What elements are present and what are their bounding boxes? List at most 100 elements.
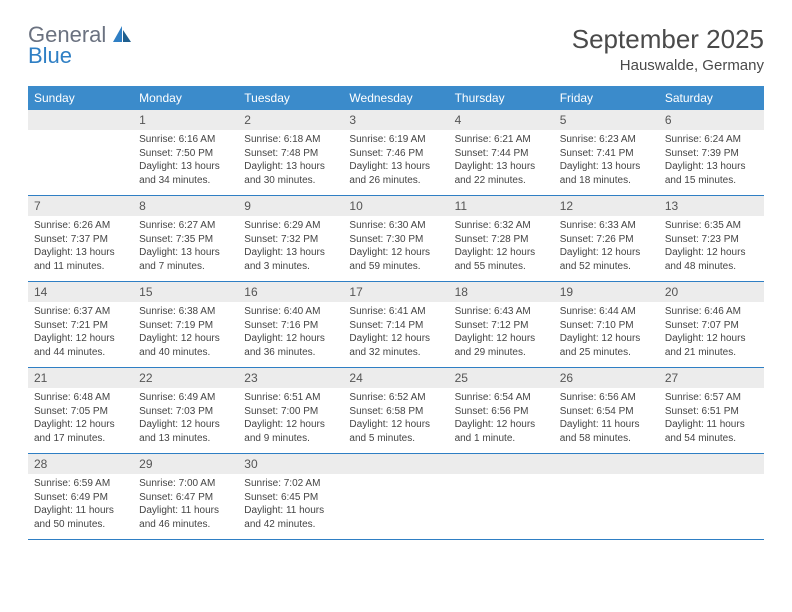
sunrise: Sunrise: 6:41 AM: [349, 305, 442, 319]
day-cell: Sunrise: 6:27 AMSunset: 7:35 PMDaylight:…: [133, 216, 238, 282]
sunrise: Sunrise: 6:57 AM: [665, 391, 758, 405]
header: General Blue September 2025 Hauswalde, G…: [28, 24, 764, 74]
daynum-row: 14151617181920: [28, 282, 764, 303]
daynum-cell: 17: [343, 282, 448, 303]
day-number: 30: [238, 454, 343, 474]
day-content: Sunrise: 6:44 AMSunset: 7:10 PMDaylight:…: [554, 302, 659, 367]
day-content: [449, 474, 554, 538]
sunset: Sunset: 6:54 PM: [560, 405, 653, 419]
daylight: Daylight: 12 hours and 13 minutes.: [139, 418, 232, 445]
daynum-cell: 24: [343, 368, 448, 389]
daynum-cell: 14: [28, 282, 133, 303]
day-number: 21: [28, 368, 133, 388]
day-content: [343, 474, 448, 538]
sunrise: Sunrise: 6:33 AM: [560, 219, 653, 233]
sunset: Sunset: 7:30 PM: [349, 233, 442, 247]
sunrise: Sunrise: 7:02 AM: [244, 477, 337, 491]
logo-sail-icon: [113, 26, 131, 42]
sunset: Sunset: 6:47 PM: [139, 491, 232, 505]
sunrise: Sunrise: 6:48 AM: [34, 391, 127, 405]
weekday-header: Thursday: [449, 86, 554, 110]
sunset: Sunset: 7:32 PM: [244, 233, 337, 247]
day-cell: Sunrise: 6:49 AMSunset: 7:03 PMDaylight:…: [133, 388, 238, 454]
day-cell: Sunrise: 6:30 AMSunset: 7:30 PMDaylight:…: [343, 216, 448, 282]
day-cell: Sunrise: 7:00 AMSunset: 6:47 PMDaylight:…: [133, 474, 238, 540]
sunrise: Sunrise: 6:54 AM: [455, 391, 548, 405]
daynum-cell: 7: [28, 196, 133, 217]
sunrise: Sunrise: 6:56 AM: [560, 391, 653, 405]
weekday-header: Tuesday: [238, 86, 343, 110]
sunrise: Sunrise: 6:21 AM: [455, 133, 548, 147]
day-cell: Sunrise: 6:54 AMSunset: 6:56 PMDaylight:…: [449, 388, 554, 454]
day-cell: Sunrise: 6:37 AMSunset: 7:21 PMDaylight:…: [28, 302, 133, 368]
sunset: Sunset: 7:41 PM: [560, 147, 653, 161]
title-block: September 2025 Hauswalde, Germany: [572, 24, 764, 74]
daynum-cell: 30: [238, 454, 343, 475]
sunset: Sunset: 6:45 PM: [244, 491, 337, 505]
sunset: Sunset: 6:56 PM: [455, 405, 548, 419]
logo-text: General Blue: [28, 24, 131, 67]
day-cell: Sunrise: 6:24 AMSunset: 7:39 PMDaylight:…: [659, 130, 764, 196]
daynum-row: 21222324252627: [28, 368, 764, 389]
day-content: Sunrise: 6:57 AMSunset: 6:51 PMDaylight:…: [659, 388, 764, 453]
sunrise: Sunrise: 6:19 AM: [349, 133, 442, 147]
logo: General Blue: [28, 24, 131, 67]
day-content: Sunrise: 6:26 AMSunset: 7:37 PMDaylight:…: [28, 216, 133, 281]
daynum-cell: [449, 454, 554, 475]
day-number: 24: [343, 368, 448, 388]
day-cell: [554, 474, 659, 540]
day-cell: Sunrise: 6:40 AMSunset: 7:16 PMDaylight:…: [238, 302, 343, 368]
daylight: Daylight: 13 hours and 15 minutes.: [665, 160, 758, 187]
day-cell: Sunrise: 6:46 AMSunset: 7:07 PMDaylight:…: [659, 302, 764, 368]
day-cell: Sunrise: 6:19 AMSunset: 7:46 PMDaylight:…: [343, 130, 448, 196]
daylight: Daylight: 11 hours and 54 minutes.: [665, 418, 758, 445]
sunset: Sunset: 7:44 PM: [455, 147, 548, 161]
day-content: Sunrise: 6:37 AMSunset: 7:21 PMDaylight:…: [28, 302, 133, 367]
day-number: 12: [554, 196, 659, 216]
sunrise: Sunrise: 6:49 AM: [139, 391, 232, 405]
day-number: 1: [133, 110, 238, 130]
daylight: Daylight: 12 hours and 36 minutes.: [244, 332, 337, 359]
day-cell: Sunrise: 6:16 AMSunset: 7:50 PMDaylight:…: [133, 130, 238, 196]
daynum-cell: 28: [28, 454, 133, 475]
weekday-header: Friday: [554, 86, 659, 110]
weekday-header-row: Sunday Monday Tuesday Wednesday Thursday…: [28, 86, 764, 110]
day-number: 6: [659, 110, 764, 130]
daynum-cell: 26: [554, 368, 659, 389]
day-cell: Sunrise: 6:44 AMSunset: 7:10 PMDaylight:…: [554, 302, 659, 368]
daylight: Daylight: 13 hours and 34 minutes.: [139, 160, 232, 187]
sunset: Sunset: 7:50 PM: [139, 147, 232, 161]
day-cell: Sunrise: 6:57 AMSunset: 6:51 PMDaylight:…: [659, 388, 764, 454]
sunrise: Sunrise: 6:27 AM: [139, 219, 232, 233]
day-content: Sunrise: 7:02 AMSunset: 6:45 PMDaylight:…: [238, 474, 343, 539]
sunrise: Sunrise: 6:51 AM: [244, 391, 337, 405]
day-number: 25: [449, 368, 554, 388]
day-number: 17: [343, 282, 448, 302]
day-cell: [343, 474, 448, 540]
daylight: Daylight: 12 hours and 21 minutes.: [665, 332, 758, 359]
day-cell: [659, 474, 764, 540]
daynum-cell: 22: [133, 368, 238, 389]
daylight: Daylight: 12 hours and 59 minutes.: [349, 246, 442, 273]
sunrise: Sunrise: 7:00 AM: [139, 477, 232, 491]
week-content-row: Sunrise: 6:16 AMSunset: 7:50 PMDaylight:…: [28, 130, 764, 196]
day-content: Sunrise: 6:32 AMSunset: 7:28 PMDaylight:…: [449, 216, 554, 281]
day-content: Sunrise: 6:35 AMSunset: 7:23 PMDaylight:…: [659, 216, 764, 281]
day-cell: Sunrise: 6:35 AMSunset: 7:23 PMDaylight:…: [659, 216, 764, 282]
day-number: 26: [554, 368, 659, 388]
sunset: Sunset: 7:12 PM: [455, 319, 548, 333]
daynum-cell: 20: [659, 282, 764, 303]
day-number: 2: [238, 110, 343, 130]
daylight: Daylight: 12 hours and 29 minutes.: [455, 332, 548, 359]
day-cell: Sunrise: 6:38 AMSunset: 7:19 PMDaylight:…: [133, 302, 238, 368]
day-content: Sunrise: 6:43 AMSunset: 7:12 PMDaylight:…: [449, 302, 554, 367]
day-cell: Sunrise: 6:51 AMSunset: 7:00 PMDaylight:…: [238, 388, 343, 454]
day-content: Sunrise: 6:52 AMSunset: 6:58 PMDaylight:…: [343, 388, 448, 453]
daylight: Daylight: 11 hours and 50 minutes.: [34, 504, 127, 531]
sunset: Sunset: 6:51 PM: [665, 405, 758, 419]
week-content-row: Sunrise: 6:26 AMSunset: 7:37 PMDaylight:…: [28, 216, 764, 282]
daynum-cell: [28, 110, 133, 130]
daylight: Daylight: 13 hours and 26 minutes.: [349, 160, 442, 187]
day-content: Sunrise: 6:51 AMSunset: 7:00 PMDaylight:…: [238, 388, 343, 453]
daylight: Daylight: 13 hours and 30 minutes.: [244, 160, 337, 187]
